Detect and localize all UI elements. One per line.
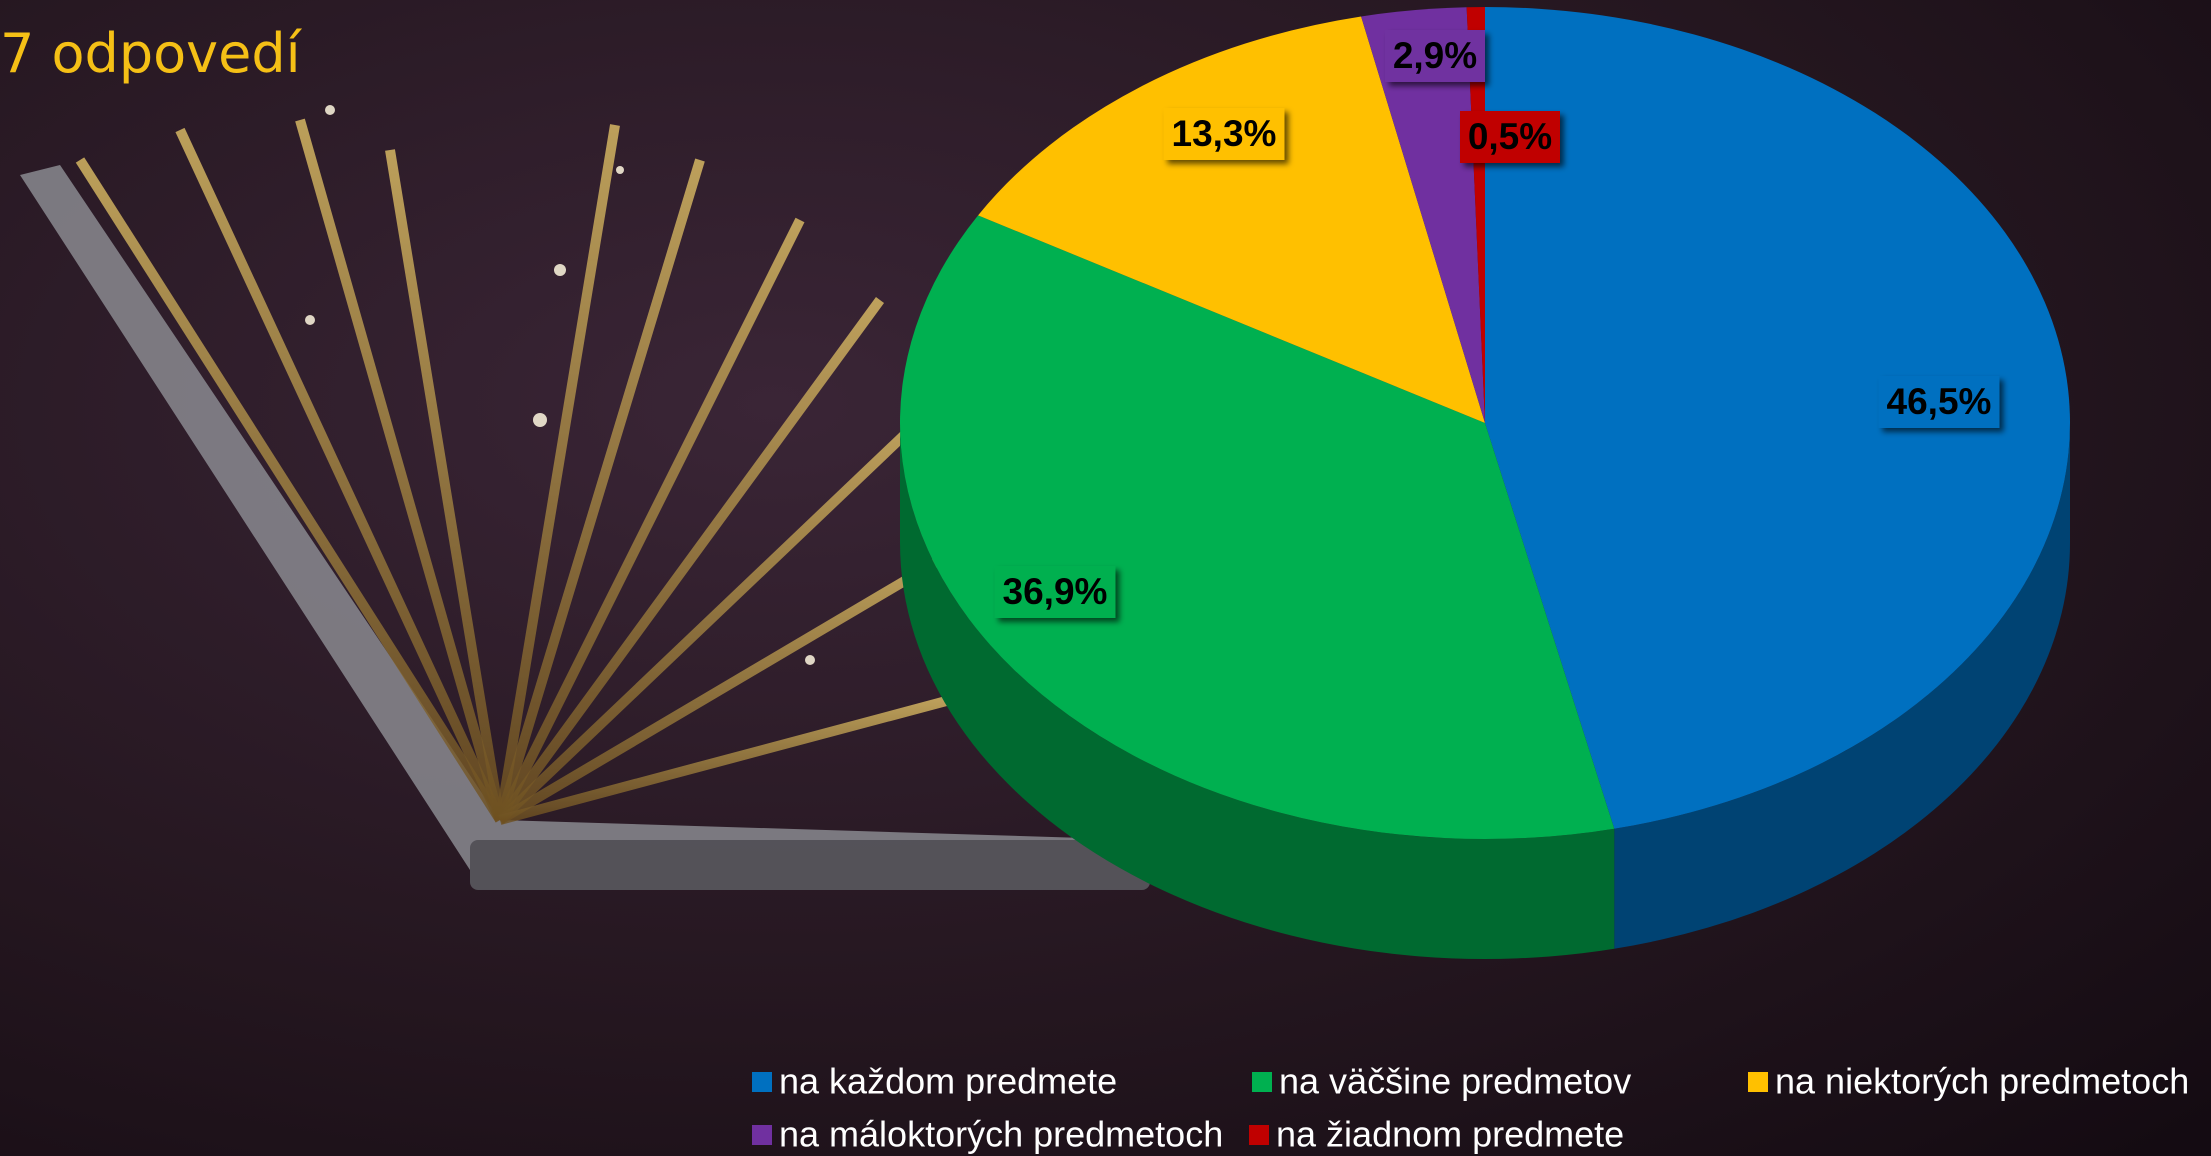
laptop-illustration: [20, 105, 1150, 890]
legend-swatch: [1252, 1072, 1272, 1092]
legend-swatch: [1249, 1125, 1269, 1145]
slice: [1361, 7, 1485, 423]
chart-title: 7 odpovedí: [0, 22, 303, 85]
legend-label: na každom predmete: [779, 1061, 1117, 1102]
slice-side: [1614, 423, 2070, 949]
data-label-box: [1385, 30, 1485, 82]
data-label: 2,9%: [1393, 35, 1477, 76]
data-labels: 46,5% 36,9% 13,3% 2,9% 0,5%: [994, 30, 2000, 618]
data-label-box: [1460, 111, 1560, 163]
data-label: 13,3%: [1172, 113, 1277, 154]
data-label: 46,5%: [1887, 381, 1992, 422]
pie: [900, 6, 2071, 959]
data-label: 0,5%: [1468, 116, 1552, 157]
slice: [978, 16, 1485, 423]
legend: na každom predmete na väčšine predmetov na…: [752, 1061, 2189, 1155]
legend-swatch: [752, 1125, 772, 1145]
legend-label: na máloktorých predmetoch: [779, 1114, 1223, 1155]
legend-swatch: [752, 1072, 772, 1092]
slice-side: [900, 423, 1615, 959]
slice: [900, 215, 1615, 840]
legend-label: na väčšine predmetov: [1279, 1061, 1631, 1102]
data-label-box: [1878, 376, 2000, 428]
legend-label: na žiadnom predmete: [1276, 1114, 1624, 1155]
data-label: 36,9%: [1003, 571, 1108, 612]
legend-swatch: [1748, 1072, 1768, 1092]
legend-label: na niektorých predmetoch: [1775, 1061, 2189, 1102]
data-label-box: [994, 566, 1116, 618]
data-label-box: [1163, 108, 1285, 160]
slice: [1485, 6, 2071, 829]
